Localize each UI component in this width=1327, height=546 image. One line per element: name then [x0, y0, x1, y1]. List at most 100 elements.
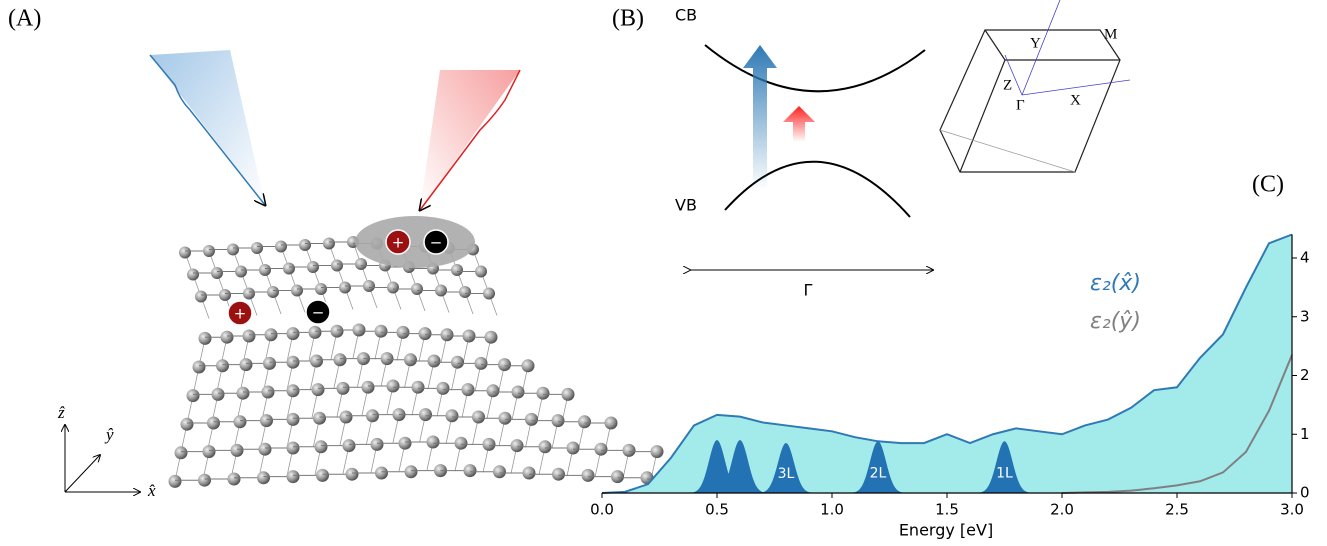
band-label: VB	[675, 196, 697, 215]
atom	[243, 330, 256, 343]
charge-sign: +	[392, 234, 405, 252]
excitation-arrow	[743, 45, 777, 190]
page: Figure body { margin: 0; background: #ff…	[0, 0, 1327, 546]
atom	[493, 465, 506, 478]
atom	[262, 386, 275, 399]
atom	[243, 288, 255, 300]
x-tick-label: 0.5	[705, 501, 729, 519]
atom	[428, 355, 441, 368]
atom	[483, 288, 495, 300]
atom	[446, 409, 459, 422]
atom	[227, 244, 239, 256]
atom	[427, 436, 440, 449]
atom	[512, 386, 525, 399]
atom	[611, 470, 624, 483]
zone-point: X	[1070, 92, 1081, 108]
atom	[595, 443, 608, 456]
atom	[381, 352, 394, 365]
atom	[203, 245, 215, 257]
atom	[309, 326, 322, 339]
atom	[260, 414, 273, 427]
figure: (A) +−+− x̂ ŷ ẑ (B) CB VB Γ Y M Z Γ X	[0, 0, 1327, 546]
atom	[343, 439, 356, 452]
atom	[307, 261, 319, 273]
atom	[387, 282, 399, 294]
brillouin-zone	[940, 0, 1130, 172]
atom	[287, 442, 300, 455]
atom	[179, 247, 191, 259]
atom	[339, 282, 351, 294]
atom	[475, 266, 487, 278]
atom	[397, 326, 410, 339]
atom	[363, 280, 375, 292]
atom	[511, 439, 524, 452]
atom	[221, 331, 234, 344]
atom	[287, 384, 300, 397]
atom	[375, 467, 388, 480]
peak-label: 3L	[778, 466, 795, 482]
legend-entry: ε₂(ŷ)	[1090, 309, 1141, 334]
atom	[419, 327, 432, 340]
atom	[475, 357, 488, 370]
atom	[259, 443, 272, 456]
axis-arrow	[65, 455, 100, 492]
atom	[578, 415, 591, 428]
y-tick-label: 2	[1300, 366, 1310, 384]
y-tick-label: 0	[1300, 484, 1310, 502]
atom	[567, 442, 580, 455]
atom	[539, 440, 552, 453]
atom	[552, 468, 565, 481]
panel-label: (C)	[1252, 172, 1284, 198]
zone-point: Y	[1030, 35, 1041, 51]
atom	[605, 417, 618, 430]
zone-point: Γ	[1016, 97, 1025, 113]
atom	[175, 446, 188, 459]
panel-label: (B)	[612, 6, 644, 32]
x-tick-label: 1.5	[935, 501, 959, 519]
atom	[231, 444, 244, 457]
atom	[623, 444, 636, 457]
y-tick-label: 3	[1300, 307, 1310, 325]
blue-beam	[150, 50, 265, 205]
atom	[441, 328, 454, 341]
atom	[340, 411, 353, 424]
atom	[331, 260, 343, 272]
atom	[355, 258, 367, 270]
atom	[353, 324, 366, 337]
atom	[437, 382, 450, 395]
zone-point: Z	[1003, 77, 1012, 93]
atom	[537, 387, 550, 400]
atom	[331, 325, 344, 338]
x-tick-label: 2.5	[1165, 501, 1189, 519]
atom	[237, 387, 250, 400]
x-tick-label: 3.0	[1280, 501, 1304, 519]
atom	[315, 283, 327, 295]
exciton	[355, 216, 475, 268]
atom	[462, 383, 475, 396]
zone-point: M	[1104, 26, 1117, 42]
charge-sign: −	[312, 304, 325, 322]
atom	[451, 356, 464, 369]
atom	[323, 238, 335, 250]
atom	[387, 380, 400, 393]
charge-sign: +	[234, 305, 247, 323]
atom	[187, 389, 200, 402]
legend-entry: ε₂(x̂)	[1090, 271, 1141, 296]
atom	[203, 445, 216, 458]
x-tick-label: 2.0	[1050, 501, 1074, 519]
atom	[287, 413, 300, 426]
atom	[234, 415, 247, 428]
atom	[199, 332, 212, 345]
valence-band	[725, 162, 910, 217]
atom	[371, 438, 384, 451]
atom	[366, 409, 379, 422]
atom	[219, 289, 231, 301]
atom	[411, 283, 423, 295]
atom	[251, 242, 263, 254]
atom	[455, 437, 468, 450]
atom	[312, 383, 325, 396]
axis-label: ẑ	[57, 403, 65, 422]
charge-sign: −	[430, 234, 443, 252]
atom	[582, 469, 595, 482]
